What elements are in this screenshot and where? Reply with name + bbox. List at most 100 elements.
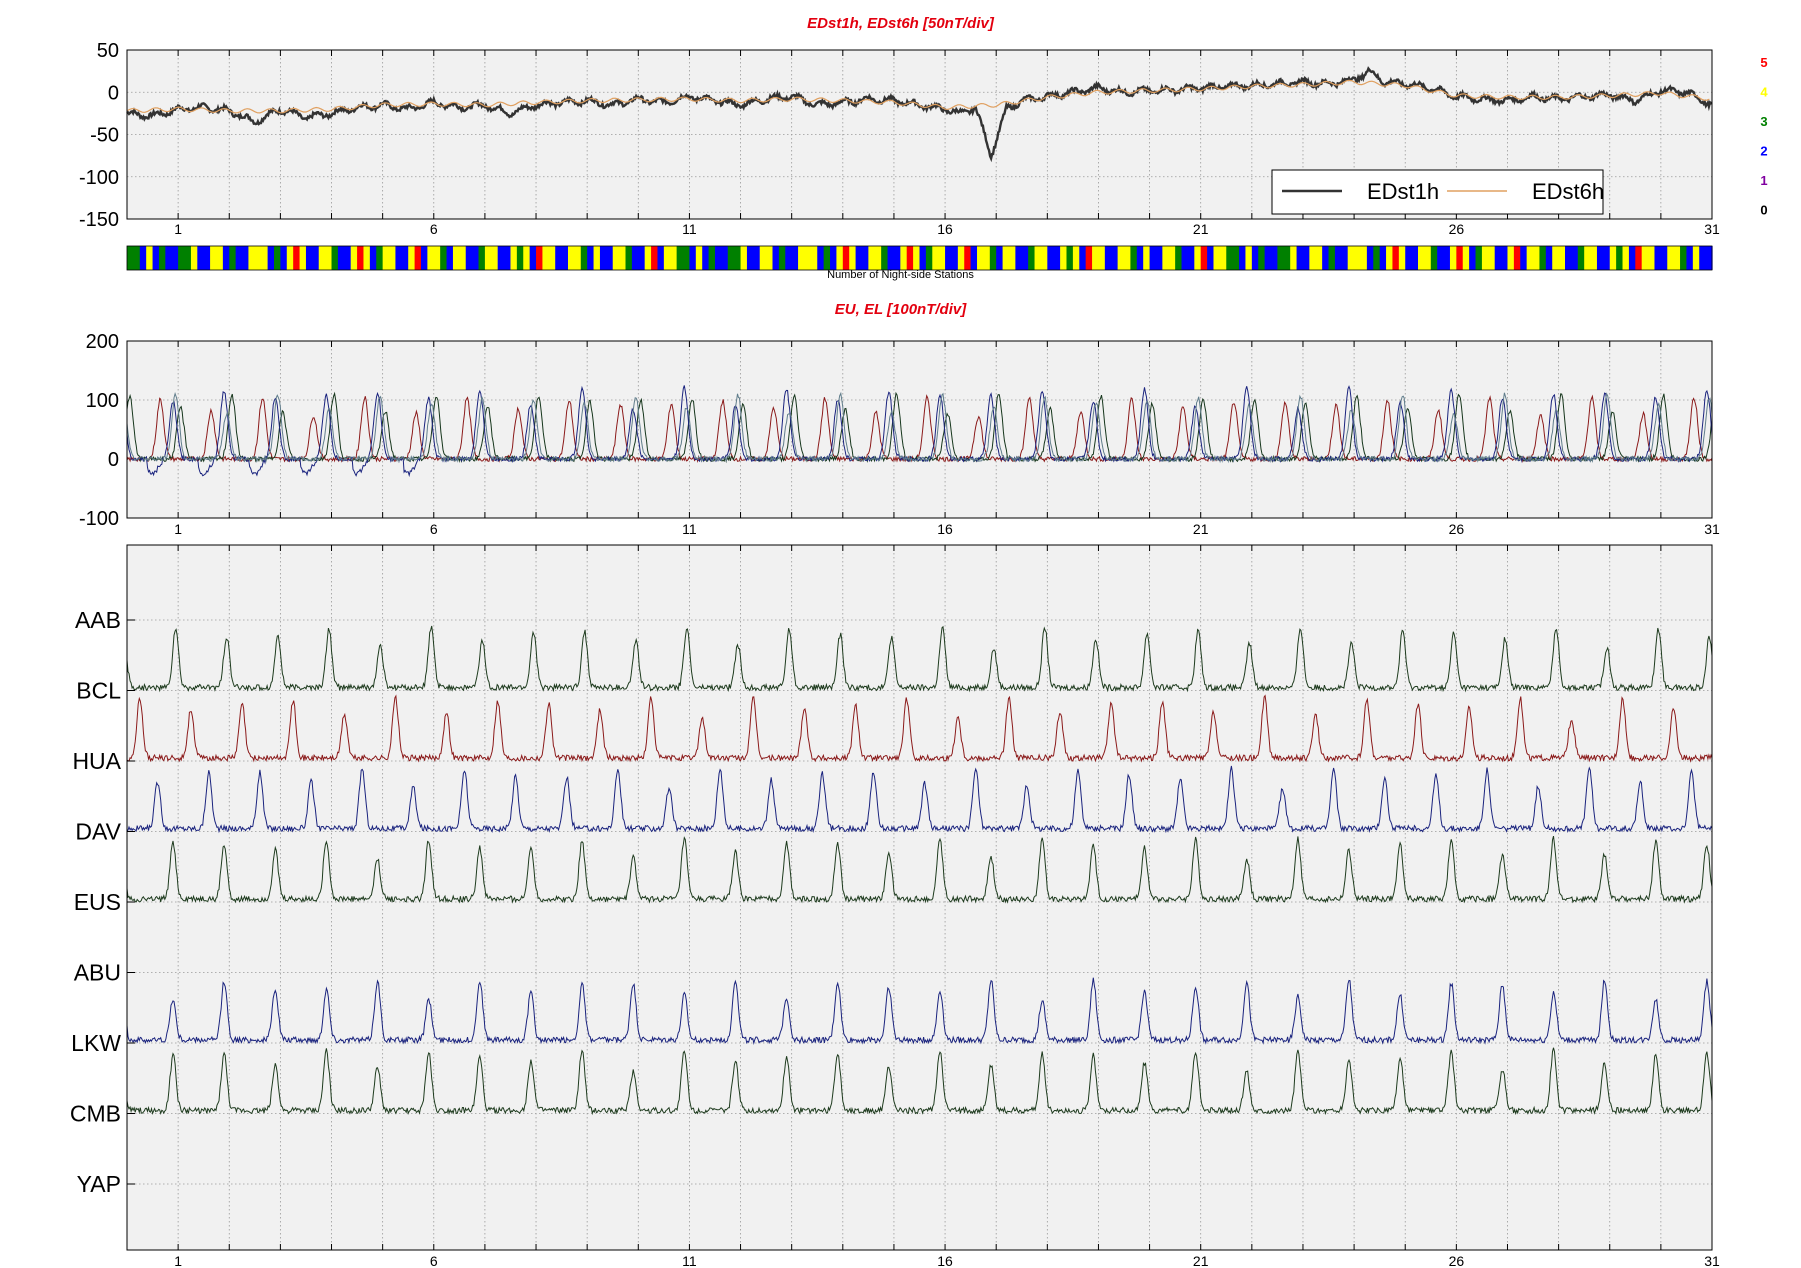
night-stations-cell — [395, 246, 403, 270]
eu-el-ytick-label: 200 — [86, 331, 119, 353]
night-stations-cell — [133, 246, 141, 270]
night-station-scale-label: 3 — [1760, 114, 1767, 129]
edst-xtick-label: 1 — [174, 221, 182, 237]
night-stations-cell — [938, 246, 946, 270]
night-stations-cell — [350, 246, 358, 270]
night-stations-cell — [1175, 246, 1183, 270]
night-stations-cell — [1072, 246, 1080, 270]
night-stations-cell — [1040, 246, 1048, 270]
night-stations-strip-frame — [126, 245, 1713, 271]
night-stations-cell — [1104, 246, 1112, 270]
night-stations-cell — [331, 246, 339, 270]
night-stations-cell — [932, 246, 940, 270]
night-stations-cell — [1002, 246, 1010, 270]
night-stations-cell — [452, 246, 460, 270]
edst-xtick-label: 26 — [1449, 221, 1465, 237]
night-stations-cell — [593, 246, 601, 270]
night-stations-cell — [945, 246, 953, 270]
night-stations-cell — [1347, 246, 1355, 270]
station-label-yap: YAP — [77, 1171, 121, 1197]
night-stations-cell — [625, 246, 633, 270]
night-stations-cell — [1571, 246, 1579, 270]
night-stations-cell — [229, 246, 237, 270]
stations-xtick-label: 21 — [1193, 1253, 1209, 1268]
night-stations-cell — [734, 246, 742, 270]
night-stations-cell — [1398, 246, 1406, 270]
night-stations-cell — [996, 246, 1004, 270]
edst-ytick-label: -150 — [79, 209, 119, 231]
edst-series-edst6h — [126, 79, 1710, 114]
night-stations-cell — [1596, 246, 1604, 270]
night-stations-cell — [913, 246, 921, 270]
night-stations-cell — [989, 246, 997, 270]
station-label-bcl: BCL — [76, 678, 121, 704]
night-stations-cell — [1136, 246, 1144, 270]
night-stations-cell — [1430, 246, 1438, 270]
night-stations-cell — [746, 246, 754, 270]
night-stations-cell — [171, 246, 179, 270]
night-stations-cell — [369, 246, 377, 270]
night-stations-cell — [657, 246, 665, 270]
stations-frame — [126, 544, 1713, 1251]
night-stations-cell — [222, 246, 230, 270]
night-stations-cell — [178, 246, 186, 270]
night-stations-cell — [1699, 246, 1707, 270]
night-stations-cell — [574, 246, 582, 270]
night-stations-cell — [1271, 246, 1279, 270]
night-stations-cell — [567, 246, 575, 270]
eu-el-ytick-label: 100 — [86, 390, 119, 412]
night-stations-cell — [1418, 246, 1425, 270]
night-stations-cell — [753, 246, 761, 270]
night-stations-cell — [1117, 246, 1125, 270]
night-stations-cell — [286, 246, 294, 270]
station-trace-lkw — [126, 1047, 1713, 1116]
night-stations-cell — [791, 246, 799, 270]
night-stations-cell — [293, 246, 301, 270]
night-stations-cell — [363, 246, 371, 270]
night-stations-cell — [1603, 246, 1611, 270]
edst-ytick-label: 50 — [97, 40, 119, 62]
edst-frame — [126, 49, 1713, 220]
night-stations-cell — [1360, 246, 1368, 270]
night-stations-cell — [1258, 246, 1266, 270]
stations-xtick-label: 1 — [174, 1253, 182, 1268]
station-label-aab: AAB — [75, 607, 121, 633]
night-stations-cell — [242, 246, 250, 270]
night-stations-cell — [1021, 246, 1029, 270]
night-stations-cell — [1494, 246, 1502, 270]
night-stations-cell — [836, 246, 844, 270]
night-stations-cell — [1322, 246, 1330, 270]
night-stations-cell — [1047, 246, 1055, 270]
night-stations-cell — [1008, 246, 1016, 270]
night-stations-cell — [1034, 246, 1042, 270]
night-stations-cell — [1015, 246, 1023, 270]
night-stations-cell — [1251, 246, 1259, 270]
stations-background — [127, 545, 1712, 1250]
night-stations-cell — [1219, 246, 1227, 270]
night-stations-cell — [1149, 246, 1157, 270]
edst-xtick-label: 6 — [430, 221, 438, 237]
night-stations-cell — [433, 246, 441, 270]
edst-series-edst1h — [126, 66, 1713, 163]
night-stations-cell — [951, 246, 959, 270]
night-stations-cell — [1392, 246, 1400, 270]
night-stations-cell — [254, 246, 262, 270]
night-stations-cell — [1066, 246, 1074, 270]
edst-ytick-label: -100 — [79, 167, 119, 189]
eu-el-xtick-label: 21 — [1193, 521, 1209, 537]
station-label-lkw: LKW — [71, 1030, 121, 1056]
night-stations-cell — [1654, 246, 1662, 270]
night-stations-cell — [1309, 246, 1317, 270]
night-stations-cell — [1469, 246, 1477, 270]
night-stations-cell — [702, 246, 710, 270]
night-stations-cell — [1277, 246, 1285, 270]
night-stations-cell — [1533, 246, 1541, 270]
night-stations-cell — [190, 246, 198, 270]
night-stations-cell — [1507, 246, 1515, 270]
eu-el-background — [127, 341, 1712, 518]
edst-ytick-label: 0 — [108, 82, 119, 104]
night-stations-cell — [1194, 246, 1202, 270]
night-stations-cell — [1456, 246, 1464, 270]
night-stations-cell — [1443, 246, 1451, 270]
night-stations-cell — [1481, 246, 1489, 270]
